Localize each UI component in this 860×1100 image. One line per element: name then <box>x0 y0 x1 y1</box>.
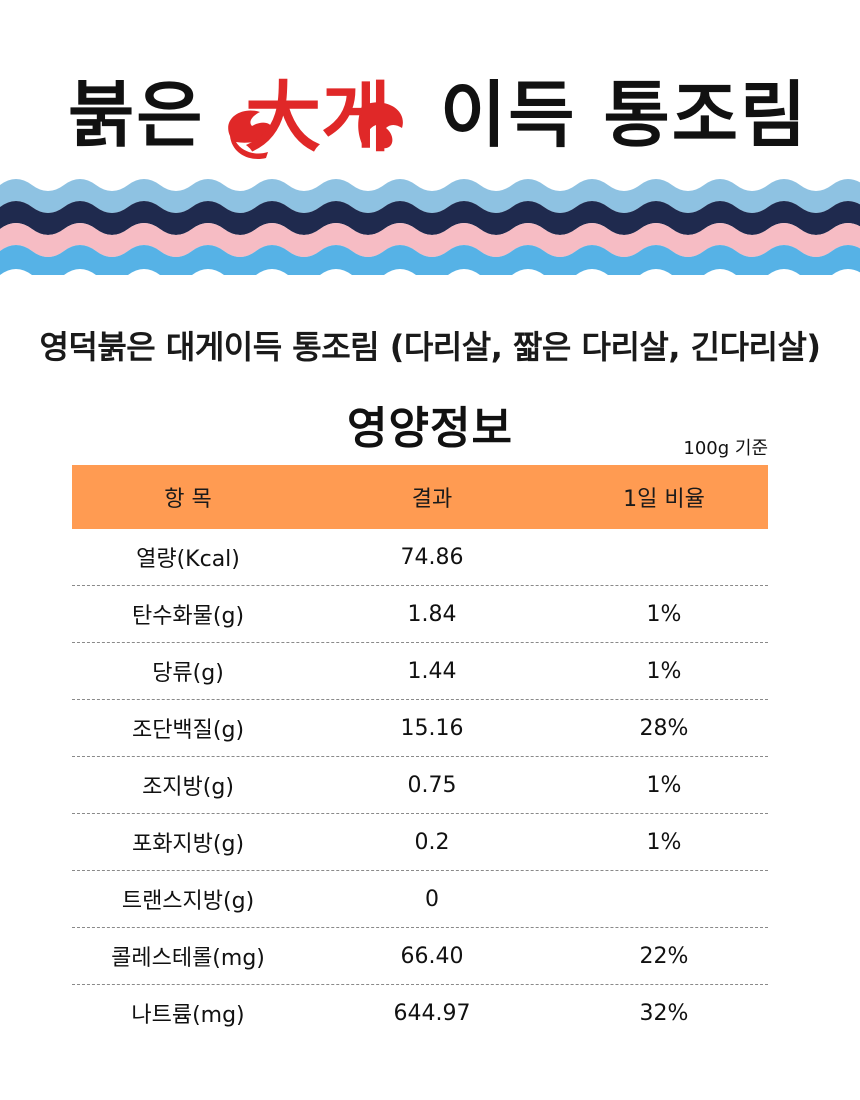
header-daily: 1일 비율 <box>623 487 705 512</box>
header-item: 항 목 <box>164 487 212 512</box>
table-row: 트랜스지방(g) 0 <box>72 871 768 928</box>
row-item: 조단백질(g) <box>131 718 245 743</box>
title-right: 이득 통조림 <box>440 73 809 157</box>
row-daily: 22% <box>639 943 689 969</box>
table-row: 열량(Kcal) 74.86 <box>72 529 768 586</box>
nutrition-table: 항 목 결과 1일 비율 열량(Kcal) 74.86 탄수화물(g) 1.84 1% 당… <box>72 465 768 1041</box>
table-body: 열량(Kcal) 74.86 탄수화물(g) 1.84 1% 당류(g) 1.44 1% 조단백… <box>72 529 768 1041</box>
table-row: 포화지방(g) 0.2 1% <box>72 814 768 871</box>
wave-band <box>0 245 860 275</box>
basis-label: 100g 기준 <box>683 438 768 459</box>
section-title: 영양정보 <box>347 403 513 454</box>
row-item: 나트륨(mg) <box>131 1003 245 1028</box>
row-result: 1.84 <box>407 601 457 627</box>
table-row: 당류(g) 1.44 1% <box>72 643 768 700</box>
row-daily: 1% <box>646 658 682 684</box>
row-daily: 1% <box>646 772 682 798</box>
crab-claw-icon <box>228 102 403 160</box>
row-item: 콜레스테롤(mg) <box>111 946 265 971</box>
row-result: 0.75 <box>407 772 457 798</box>
row-item: 포화지방(g) <box>131 832 245 857</box>
wave-band <box>0 223 860 257</box>
banner-title: 붉은 大게 이득 통조림 <box>0 60 860 170</box>
table-row: 조지방(g) 0.75 1% <box>72 757 768 814</box>
table-header: 항 목 결과 1일 비율 <box>72 465 768 529</box>
row-item: 트랜스지방(g) <box>121 889 255 914</box>
row-result: 0.2 <box>414 829 450 855</box>
row-daily: 1% <box>646 601 682 627</box>
banner: 붉은 大게 이득 통조림 <box>0 0 860 170</box>
row-item: 조지방(g) <box>142 775 234 800</box>
row-result: 644.97 <box>393 1000 471 1026</box>
row-daily: 28% <box>639 715 689 741</box>
row-result: 74.86 <box>400 544 464 570</box>
table-row: 콜레스테롤(mg) 66.40 22% <box>72 928 768 985</box>
row-item: 탄수화물(g) <box>131 604 245 629</box>
row-daily: 1% <box>646 829 682 855</box>
row-result: 66.40 <box>400 943 464 969</box>
row-result: 15.16 <box>400 715 464 741</box>
table-row: 조단백질(g) 15.16 28% <box>72 700 768 757</box>
wave-band <box>0 179 860 213</box>
row-item: 열량(Kcal) <box>136 547 240 572</box>
title-brand: 大게 <box>245 73 391 162</box>
title-left: 붉은 <box>68 73 205 157</box>
row-daily: 32% <box>639 1000 689 1026</box>
decorative-waves <box>0 165 860 275</box>
header-result: 결과 <box>411 487 453 512</box>
wave-band <box>0 201 860 235</box>
table-row: 나트륨(mg) 644.97 32% <box>72 985 768 1041</box>
row-result: 0 <box>425 886 439 912</box>
table-row: 탄수화물(g) 1.84 1% <box>72 586 768 643</box>
row-item: 당류(g) <box>152 661 224 686</box>
row-result: 1.44 <box>407 658 457 684</box>
product-name: 영덕붉은 대게이득 통조림 (다리살, 짧은 다리살, 긴다리살) <box>39 328 821 366</box>
